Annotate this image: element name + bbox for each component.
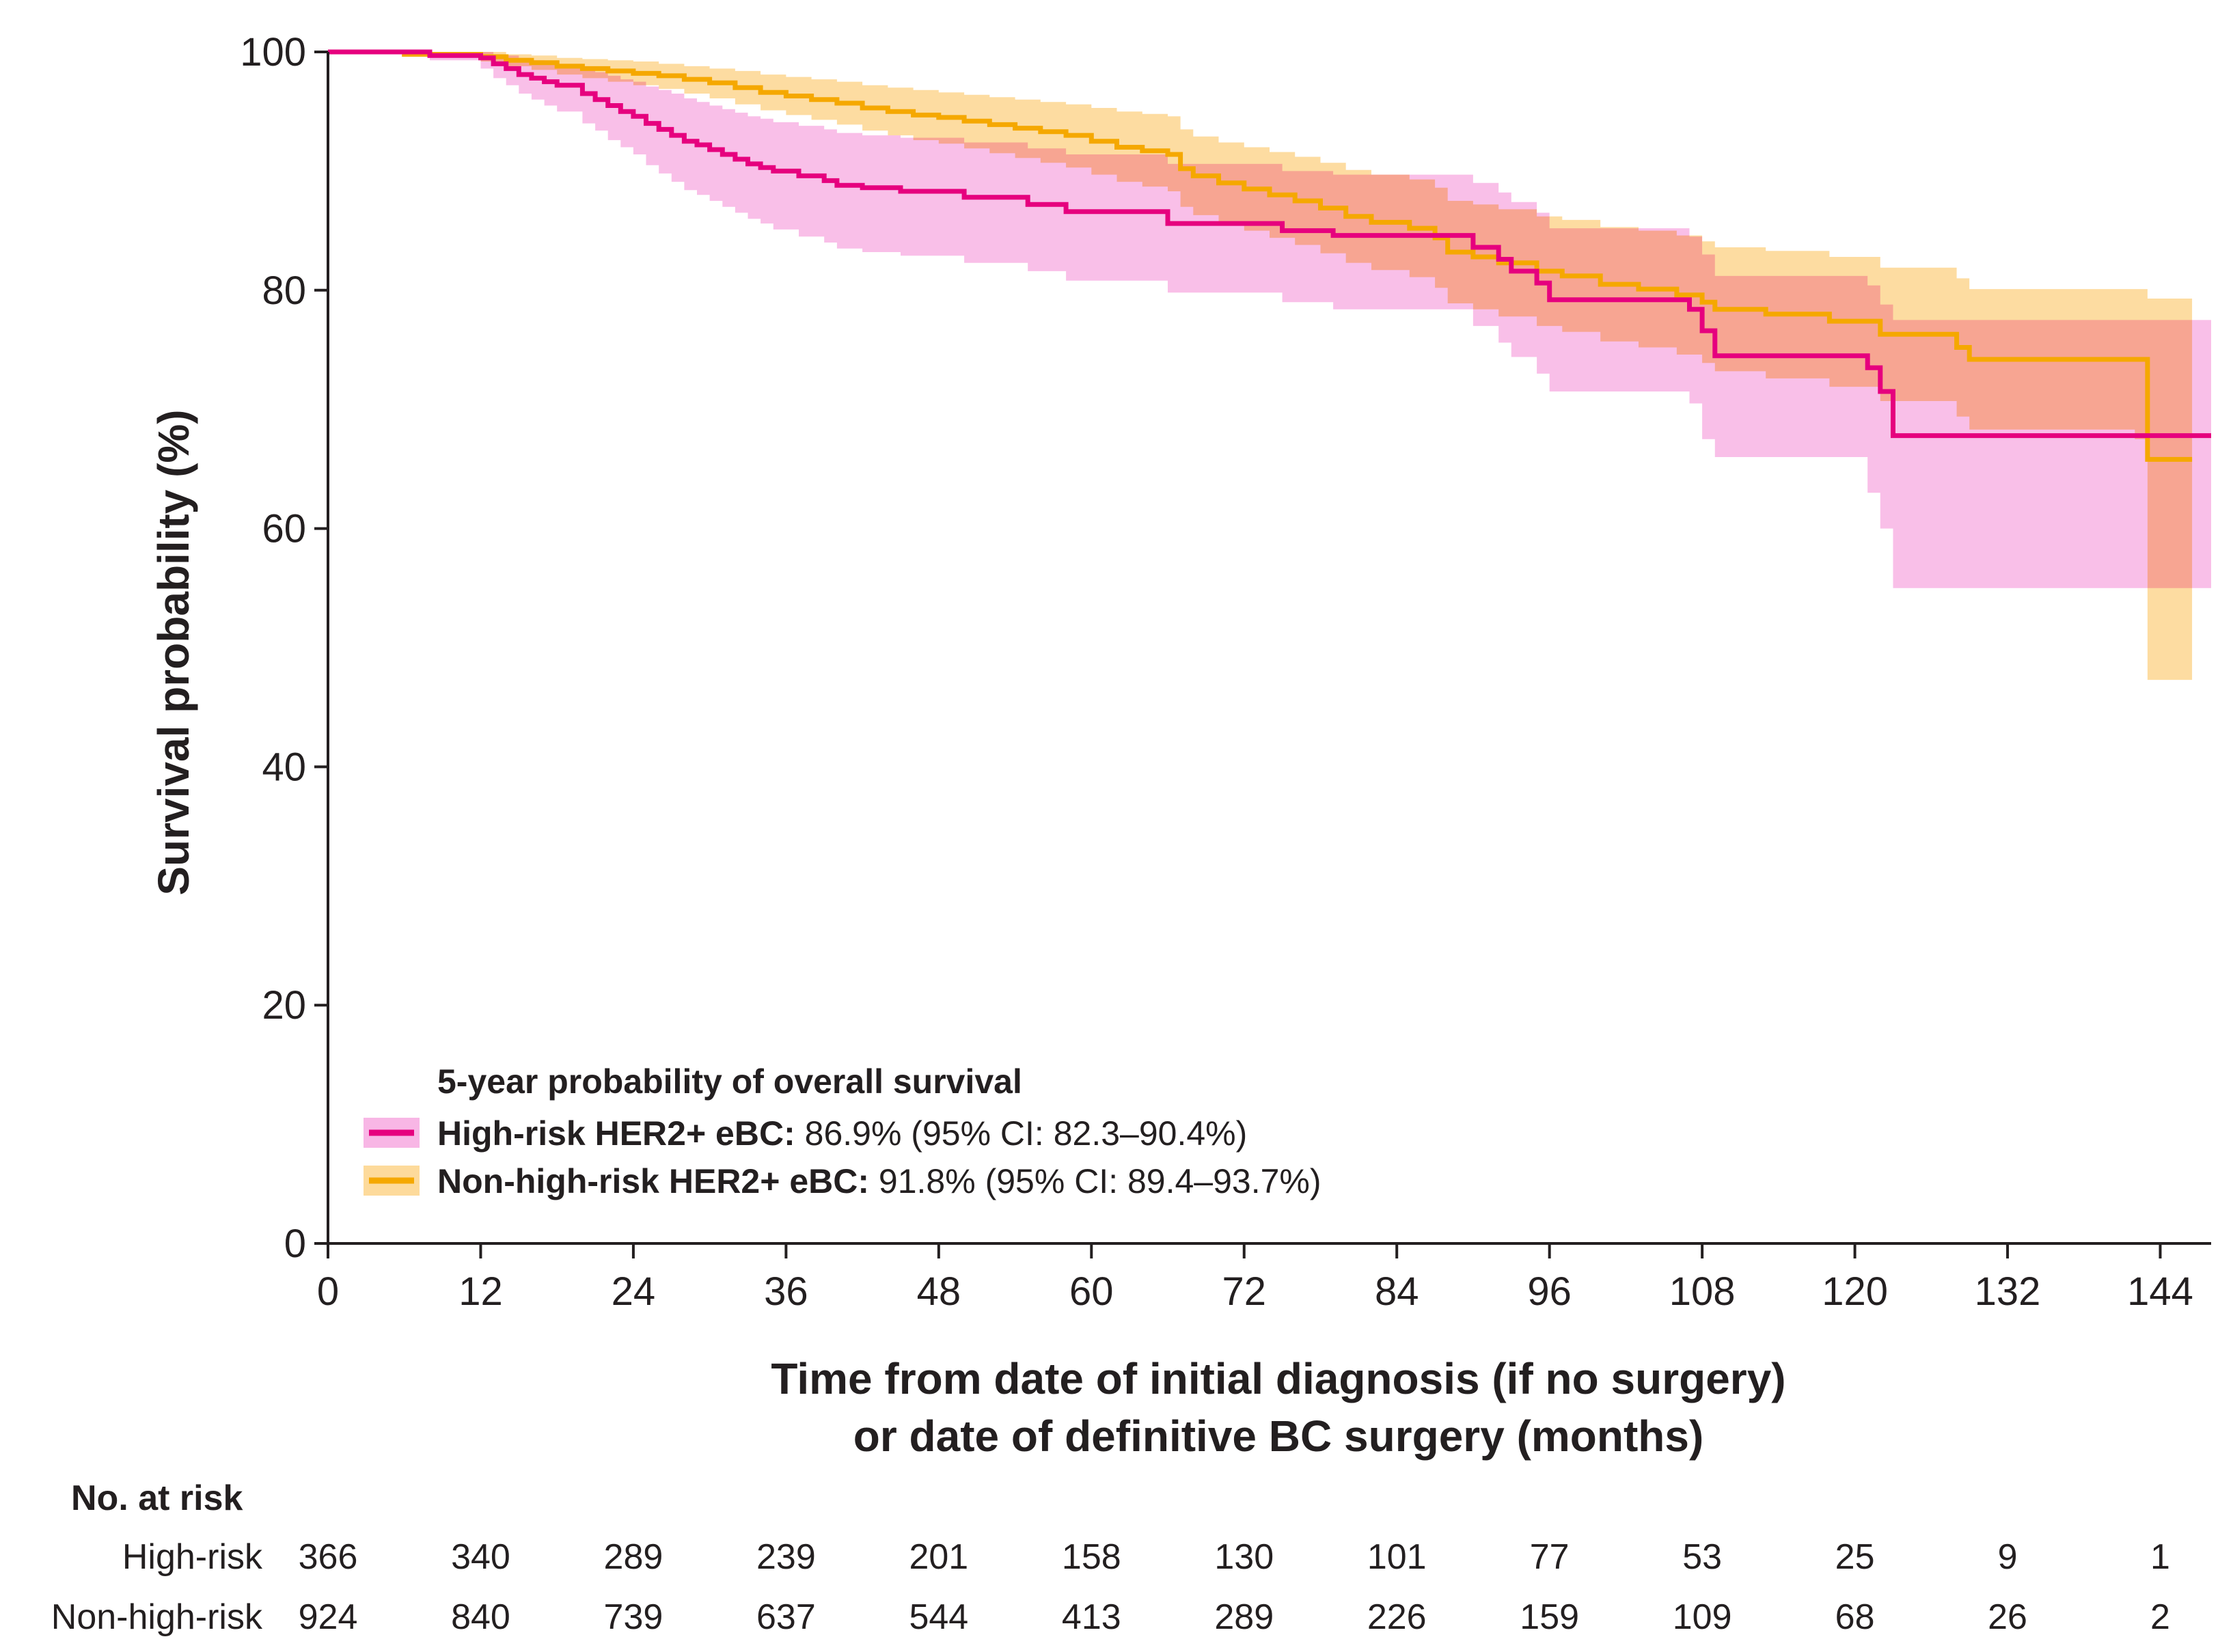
- x-tick-label: 144: [2127, 1269, 2193, 1314]
- legend-value-non-high-risk: 91.8% (95% CI: 89.4–93.7%): [879, 1162, 1321, 1200]
- risk-value-non-high-risk: 226: [1367, 1597, 1427, 1637]
- x-tick-label: 84: [1375, 1269, 1419, 1314]
- risk-value-high-risk: 130: [1214, 1537, 1274, 1577]
- y-tick-label: 20: [262, 983, 306, 1028]
- risk-value-high-risk: 289: [604, 1537, 663, 1577]
- risk-table-values: 366 340 289 239 201 158 130 101 77 53 25 9 1 924 840 73…: [299, 1537, 2170, 1637]
- risk-value-non-high-risk: 544: [909, 1597, 968, 1637]
- legend-entry-non-high-risk: Non-high-risk HER2+ eBC: 91.8% (95% CI: …: [437, 1162, 1321, 1200]
- risk-value-non-high-risk: 109: [1673, 1597, 1732, 1637]
- risk-value-high-risk: 366: [299, 1537, 358, 1577]
- risk-value-high-risk: 1: [2150, 1537, 2170, 1577]
- x-tick-label: 120: [1822, 1269, 1888, 1314]
- y-tick-label: 80: [262, 269, 306, 313]
- risk-value-non-high-risk: 739: [604, 1597, 663, 1637]
- risk-table: No. at risk High-risk Non-high-risk 366 3…: [51, 1478, 2170, 1637]
- survival-curves: [328, 49, 2211, 462]
- ci-band-high-risk: [328, 52, 2211, 588]
- legend-label-non-high-risk: Non-high-risk HER2+ eBC:: [437, 1162, 869, 1200]
- risk-value-non-high-risk: 2: [2150, 1597, 2170, 1637]
- risk-value-high-risk: 53: [1682, 1537, 1722, 1577]
- risk-value-non-high-risk: 924: [299, 1597, 358, 1637]
- risk-value-non-high-risk: 26: [1988, 1597, 2027, 1637]
- y-axis-ticks: 0 20 40 60 80 100: [240, 30, 328, 1266]
- x-tick-label: 60: [1069, 1269, 1114, 1314]
- legend-label-high-risk: High-risk HER2+ eBC:: [437, 1114, 795, 1153]
- x-tick-label: 132: [1975, 1269, 2041, 1314]
- risk-value-non-high-risk: 68: [1835, 1597, 1875, 1637]
- legend-title: 5-year probability of overall survival: [437, 1062, 1022, 1101]
- risk-value-high-risk: 77: [1530, 1537, 1570, 1577]
- risk-value-non-high-risk: 840: [451, 1597, 510, 1637]
- x-tick-label: 96: [1527, 1269, 1572, 1314]
- x-tick-label: 24: [612, 1269, 656, 1314]
- confidence-bands: [328, 52, 2211, 680]
- risk-row-label-high-risk: High-risk: [122, 1537, 263, 1577]
- survival-line-non-high-risk: [328, 49, 2193, 462]
- x-axis-title-line-1: Time from date of initial diagnosis (if …: [771, 1354, 1785, 1403]
- x-tick-label: 72: [1222, 1269, 1266, 1314]
- x-tick-label: 108: [1669, 1269, 1736, 1314]
- risk-value-high-risk: 340: [451, 1537, 510, 1577]
- axes: [327, 52, 2211, 1245]
- survival-line-high-risk: [328, 49, 2211, 439]
- risk-value-non-high-risk: 413: [1062, 1597, 1121, 1637]
- x-tick-label: 36: [764, 1269, 808, 1314]
- risk-value-non-high-risk: 289: [1214, 1597, 1274, 1637]
- risk-value-high-risk: 101: [1367, 1537, 1427, 1577]
- y-tick-label: 60: [262, 507, 306, 551]
- y-axis-title: Survival probability (%): [149, 409, 198, 895]
- risk-value-high-risk: 239: [756, 1537, 816, 1577]
- risk-table-title: No. at risk: [71, 1478, 243, 1518]
- x-tick-label: 0: [317, 1269, 339, 1314]
- risk-value-non-high-risk: 159: [1520, 1597, 1579, 1637]
- y-tick-label: 100: [240, 30, 306, 74]
- x-axis-ticks: 0 12 24 36 48 60 72 84 96 108 120 132 144: [317, 1243, 2193, 1314]
- risk-value-high-risk: 201: [909, 1537, 968, 1577]
- legend: 5-year probability of overall survival H…: [364, 1062, 1321, 1200]
- x-tick-label: 48: [917, 1269, 961, 1314]
- legend-entry-high-risk: High-risk HER2+ eBC: 86.9% (95% CI: 82.3…: [437, 1114, 1247, 1153]
- risk-row-label-non-high-risk: Non-high-risk: [51, 1597, 263, 1637]
- risk-value-high-risk: 9: [1998, 1537, 2018, 1577]
- x-tick-label: 12: [458, 1269, 503, 1314]
- risk-value-non-high-risk: 637: [756, 1597, 816, 1637]
- y-tick-label: 40: [262, 745, 306, 789]
- risk-value-high-risk: 25: [1835, 1537, 1875, 1577]
- risk-value-high-risk: 158: [1062, 1537, 1121, 1577]
- legend-value-high-risk: 86.9% (95% CI: 82.3–90.4%): [805, 1114, 1248, 1153]
- y-tick-label: 0: [284, 1222, 306, 1266]
- x-axis-title-line-2: or date of definitive BC surgery (months…: [853, 1412, 1704, 1461]
